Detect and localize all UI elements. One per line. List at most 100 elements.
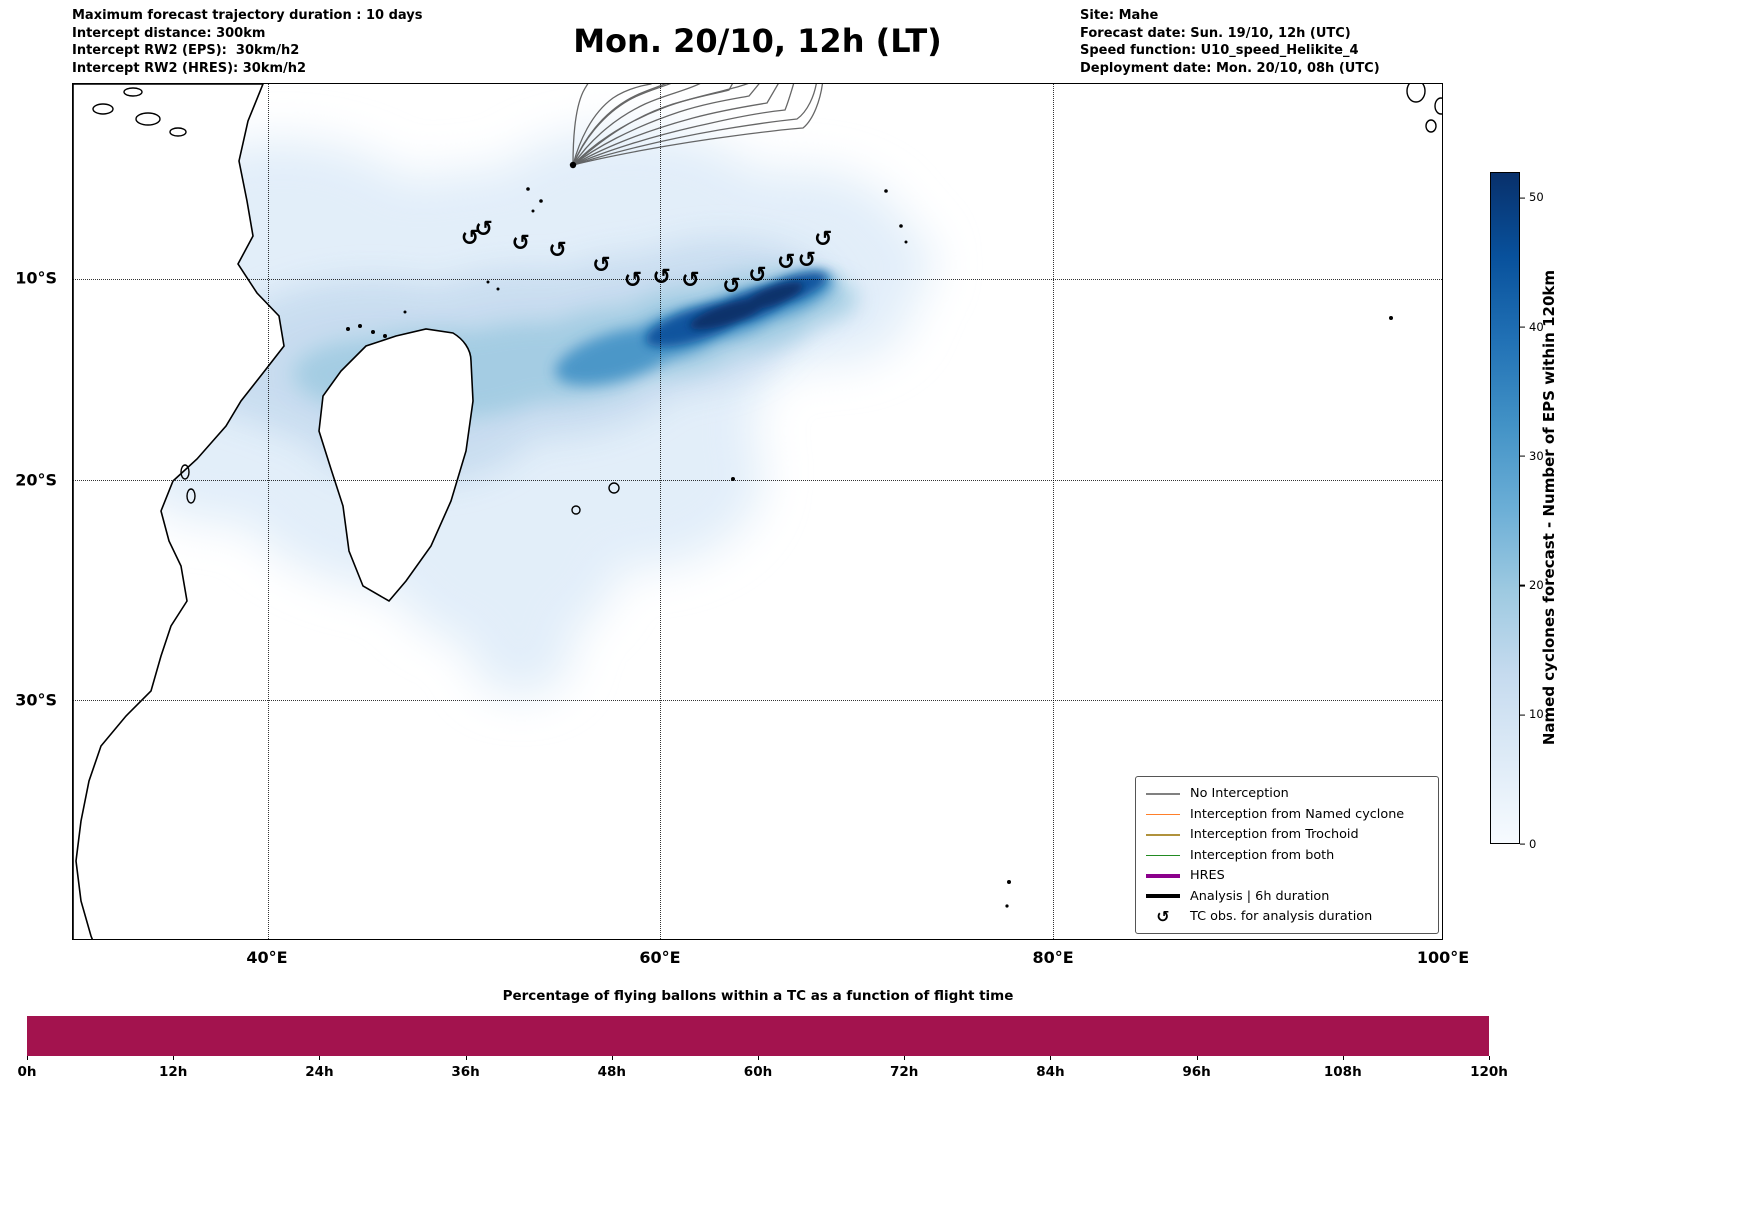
tc-symbol-layer: ↺ ↺ ↺ ↺ ↺ ↺ ↺ ↺ ↺ ↺ ↺ ↺ ↺ bbox=[73, 84, 1442, 939]
legend-line-swatch bbox=[1146, 894, 1180, 899]
tc-observation-icon: ↺ bbox=[548, 238, 567, 264]
colorbar-tick-mark bbox=[1520, 714, 1525, 716]
tc-observation-icon: ↺ bbox=[511, 230, 530, 256]
legend-rows: No Interception Interception from Named c… bbox=[1146, 784, 1428, 928]
header-info-line: Intercept RW2 (EPS): 30km/h2 bbox=[72, 43, 300, 58]
map-y-axis-labels: 10°S 20°S 30°S bbox=[0, 83, 64, 940]
colorbar-tick-label: 20 bbox=[1529, 577, 1544, 592]
legend-item: ↺ TC obs. for analysis duration bbox=[1146, 907, 1428, 928]
legend-item-label: Interception from both bbox=[1190, 847, 1335, 863]
x-tick-label: 40°E bbox=[246, 948, 288, 967]
legend-line bbox=[1146, 894, 1180, 899]
tc-observation-icon: ↺ bbox=[797, 247, 816, 273]
legend-item: Interception from Named cyclone bbox=[1146, 804, 1428, 825]
map-canvas bbox=[73, 84, 1442, 939]
bottom-x-tickmark bbox=[758, 1056, 759, 1060]
bottom-x-tickmark bbox=[1342, 1056, 1344, 1060]
bottom-x-tickmark bbox=[1196, 1056, 1198, 1060]
map-plot: ↺ ↺ ↺ ↺ ↺ ↺ ↺ ↺ ↺ ↺ ↺ ↺ ↺ No Interception Interceptio… bbox=[72, 83, 1443, 940]
colorbar-tick-label: 30 bbox=[1529, 448, 1544, 463]
legend-item: Interception from Trochoid bbox=[1146, 825, 1428, 846]
legend-item-label: No Interception bbox=[1190, 786, 1289, 802]
tc-observation-icon: ↺ bbox=[748, 263, 767, 289]
tc-observation-icon: ↺ bbox=[592, 252, 611, 278]
bottom-x-tick-label: 0h bbox=[17, 1064, 37, 1080]
header-info-line: Speed function: U10_speed_Helikite_4 bbox=[1080, 43, 1359, 58]
legend-line-swatch bbox=[1146, 813, 1180, 815]
colorbar-tick-mark bbox=[1520, 326, 1525, 328]
colorbar-tick-label: 10 bbox=[1529, 707, 1544, 722]
bottom-x-tick-label: 72h bbox=[889, 1064, 919, 1080]
tc-observation-icon: ↺ bbox=[777, 250, 796, 276]
tc-observation-icon: ↺ bbox=[652, 264, 671, 290]
header-info-line: Intercept RW2 (HRES): 30km/h2 bbox=[72, 60, 307, 76]
bottom-x-tickmark bbox=[173, 1056, 175, 1060]
bottom-x-tickmark bbox=[904, 1056, 906, 1060]
trajectory-lines bbox=[572, 84, 824, 166]
tc-observation-icon: ↺ bbox=[681, 267, 700, 293]
colorbar-tick-label: 50 bbox=[1529, 190, 1544, 205]
bottom-x-tick-label: 48h bbox=[597, 1064, 626, 1080]
bottom-x-tick-label: 96h bbox=[1182, 1064, 1211, 1080]
legend-line-swatch bbox=[1146, 793, 1180, 795]
bottom-x-tickmark bbox=[465, 1056, 467, 1060]
y-tick-label: 30°S bbox=[15, 690, 57, 710]
islands bbox=[92, 84, 1442, 515]
legend-item-label: HRES bbox=[1190, 868, 1225, 884]
bottom-x-tickmark bbox=[611, 1056, 613, 1060]
legend-item: No Interception bbox=[1146, 784, 1428, 805]
bottom-x-tick-label: 120h bbox=[1470, 1064, 1508, 1080]
header-info-line: Intercept distance: 300km bbox=[72, 25, 266, 41]
colorbar-tick-label: 40 bbox=[1529, 319, 1544, 334]
header-info-line: Deployment date: Mon. 20/10, 08h (UTC) bbox=[1080, 60, 1380, 76]
x-tick-label: 80°E bbox=[1032, 948, 1074, 967]
tc-observation-icon: ↺ bbox=[460, 226, 480, 252]
info-block-right: Site: Mahe Forecast date: Sun. 19/10, 12h… bbox=[1080, 7, 1380, 77]
bottom-x-tickmark bbox=[27, 1056, 28, 1060]
island-dots bbox=[346, 187, 1393, 908]
tc-observation-icon: ↺ bbox=[813, 227, 833, 253]
bottom-chart-x-labels: 0h 12h 24h 36h 48h 60h 72h 84h 96h 108h 120h bbox=[17, 1056, 1508, 1082]
header-info-line: Maximum forecast trajectory duration : 1… bbox=[72, 8, 423, 23]
bottom-x-tickmark bbox=[319, 1056, 321, 1060]
launch-site-marker bbox=[569, 161, 577, 169]
colorbar-gradient bbox=[1490, 172, 1520, 844]
legend-item-label: TC obs. for analysis duration bbox=[1190, 909, 1373, 925]
legend-item-label: Interception from Trochoid bbox=[1190, 827, 1359, 843]
legend-line-swatch bbox=[1146, 854, 1180, 856]
y-tick-label: 10°S bbox=[15, 268, 57, 288]
legend-item-label: Analysis | 6h duration bbox=[1190, 888, 1330, 904]
figure-title: Mon. 20/10, 12h (LT) bbox=[573, 22, 942, 60]
tc-observation-icon: ↺ bbox=[474, 216, 493, 242]
bottom-chart-bar bbox=[27, 1016, 1489, 1056]
colorbar-tick-label: 0 bbox=[1529, 836, 1537, 851]
legend-item: Analysis | 6h duration bbox=[1146, 886, 1428, 907]
legend-line bbox=[1146, 813, 1180, 815]
header-info-line: Forecast date: Sun. 19/10, 12h (UTC) bbox=[1080, 25, 1351, 41]
tc-observation-icon: ↺ bbox=[623, 267, 643, 293]
bottom-x-tick-label: 24h bbox=[305, 1064, 334, 1080]
legend-item: Interception from both bbox=[1146, 845, 1428, 866]
bottom-x-tick-label: 84h bbox=[1036, 1064, 1065, 1080]
legend-symbol-swatch: ↺ bbox=[1156, 906, 1170, 926]
legend-line bbox=[1146, 873, 1180, 878]
coastline-madagascar bbox=[318, 328, 474, 603]
legend-line-swatch bbox=[1146, 873, 1180, 878]
colorbar-tick-mark bbox=[1520, 197, 1525, 199]
colorbar-tick-mark bbox=[1520, 584, 1525, 587]
x-tick-label: 100°E bbox=[1416, 948, 1470, 967]
y-tick-label: 20°S bbox=[15, 470, 57, 490]
info-block-left: Maximum forecast trajectory duration : 1… bbox=[72, 7, 423, 77]
colorbar-axis-label-text: Named cyclones forecast - Number of EPS … bbox=[1540, 270, 1558, 746]
legend-item: HRES bbox=[1146, 866, 1428, 887]
bottom-chart-title: Percentage of flying ballons within a TC… bbox=[502, 988, 1014, 1004]
legend-line bbox=[1146, 793, 1180, 795]
bottom-x-tick-label: 36h bbox=[451, 1064, 480, 1080]
legend-line bbox=[1146, 854, 1180, 856]
colorbar-tick-mark bbox=[1520, 455, 1525, 457]
colorbar: 0 10 20 30 40 50 bbox=[1490, 172, 1544, 849]
tc-observation-icon: ↺ bbox=[722, 274, 741, 300]
bottom-x-tick-label: 108h bbox=[1323, 1064, 1362, 1080]
legend-item-label: Interception from Named cyclone bbox=[1190, 806, 1405, 822]
